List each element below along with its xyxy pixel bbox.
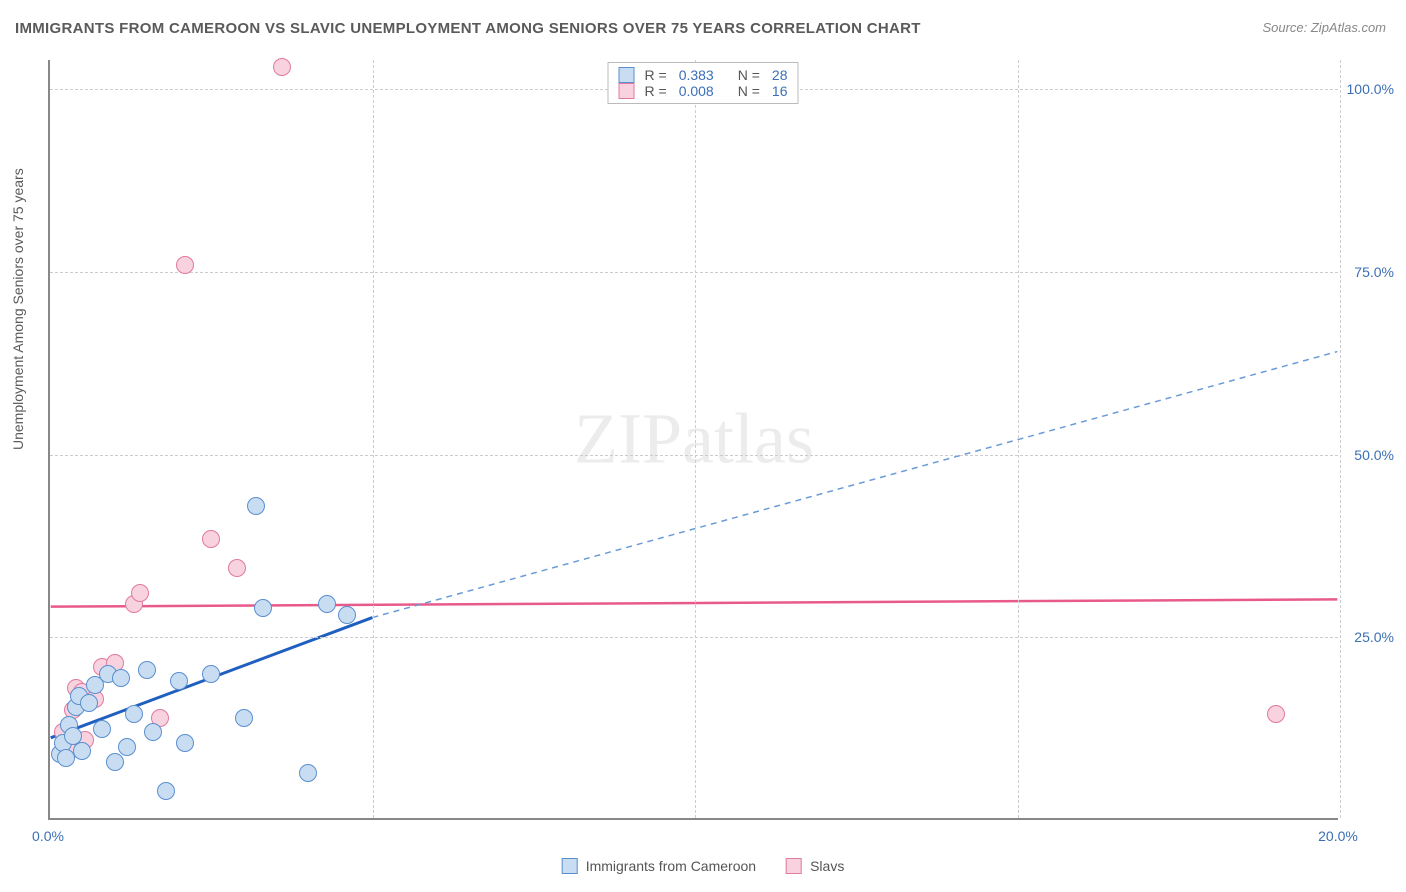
scatter-point-blue: [73, 742, 91, 760]
trend-lines-svg: [50, 60, 1338, 818]
chart-title: IMMIGRANTS FROM CAMEROON VS SLAVIC UNEMP…: [15, 20, 921, 37]
legend-series: Immigrants from Cameroon Slavs: [562, 858, 845, 874]
legend-row-pink: R = 0.008 N = 16: [619, 83, 788, 99]
x-tick-label: 20.0%: [1318, 828, 1358, 844]
scatter-point-pink: [228, 559, 246, 577]
r-label: R =: [645, 67, 667, 83]
source-attribution: Source: ZipAtlas.com: [1262, 20, 1386, 35]
y-tick-label: 75.0%: [1354, 264, 1394, 280]
scatter-point-pink: [273, 58, 291, 76]
legend-label-pink: Slavs: [810, 858, 844, 874]
gridline-v: [1340, 60, 1341, 818]
gridline-v: [1018, 60, 1019, 818]
scatter-point-blue: [202, 665, 220, 683]
scatter-point-blue: [318, 595, 336, 613]
n-label: N =: [738, 83, 760, 99]
scatter-point-pink: [176, 256, 194, 274]
scatter-point-pink: [1267, 705, 1285, 723]
swatch-pink-icon: [619, 83, 635, 99]
r-value-blue: 0.383: [679, 67, 714, 83]
scatter-point-blue: [338, 606, 356, 624]
scatter-point-blue: [247, 497, 265, 515]
scatter-point-pink: [131, 584, 149, 602]
n-label: N =: [738, 67, 760, 83]
n-value-blue: 28: [772, 67, 788, 83]
gridline-h: [50, 455, 1338, 456]
gridline-h: [50, 637, 1338, 638]
r-label: R =: [645, 83, 667, 99]
y-tick-label: 100.0%: [1347, 81, 1394, 97]
legend-item-blue: Immigrants from Cameroon: [562, 858, 756, 874]
legend-label-blue: Immigrants from Cameroon: [586, 858, 756, 874]
scatter-point-blue: [176, 734, 194, 752]
y-tick-label: 50.0%: [1354, 447, 1394, 463]
x-tick-label: 0.0%: [32, 828, 64, 844]
scatter-point-blue: [80, 694, 98, 712]
y-tick-label: 25.0%: [1354, 629, 1394, 645]
plot-area: ZIPatlas: [48, 60, 1338, 820]
scatter-point-blue: [254, 599, 272, 617]
swatch-pink-icon: [786, 858, 802, 874]
scatter-point-blue: [118, 738, 136, 756]
scatter-point-blue: [138, 661, 156, 679]
scatter-point-blue: [235, 709, 253, 727]
r-value-pink: 0.008: [679, 83, 714, 99]
watermark-zip: ZIP: [574, 399, 682, 479]
gridline-h: [50, 272, 1338, 273]
scatter-point-blue: [112, 669, 130, 687]
gridline-v: [695, 60, 696, 818]
scatter-point-blue: [157, 782, 175, 800]
scatter-point-blue: [299, 764, 317, 782]
swatch-blue-icon: [562, 858, 578, 874]
n-value-pink: 16: [772, 83, 788, 99]
scatter-point-blue: [170, 672, 188, 690]
y-axis-label: Unemployment Among Seniors over 75 years: [10, 168, 26, 450]
scatter-point-blue: [144, 723, 162, 741]
scatter-point-blue: [93, 720, 111, 738]
legend-row-blue: R = 0.383 N = 28: [619, 67, 788, 83]
watermark: ZIPatlas: [574, 398, 814, 481]
swatch-blue-icon: [619, 67, 635, 83]
scatter-point-blue: [106, 753, 124, 771]
gridline-v: [373, 60, 374, 818]
watermark-atlas: atlas: [682, 399, 814, 479]
legend-correlation: R = 0.383 N = 28 R = 0.008 N = 16: [608, 62, 799, 104]
scatter-point-pink: [202, 530, 220, 548]
scatter-point-blue: [125, 705, 143, 723]
legend-item-pink: Slavs: [786, 858, 844, 874]
